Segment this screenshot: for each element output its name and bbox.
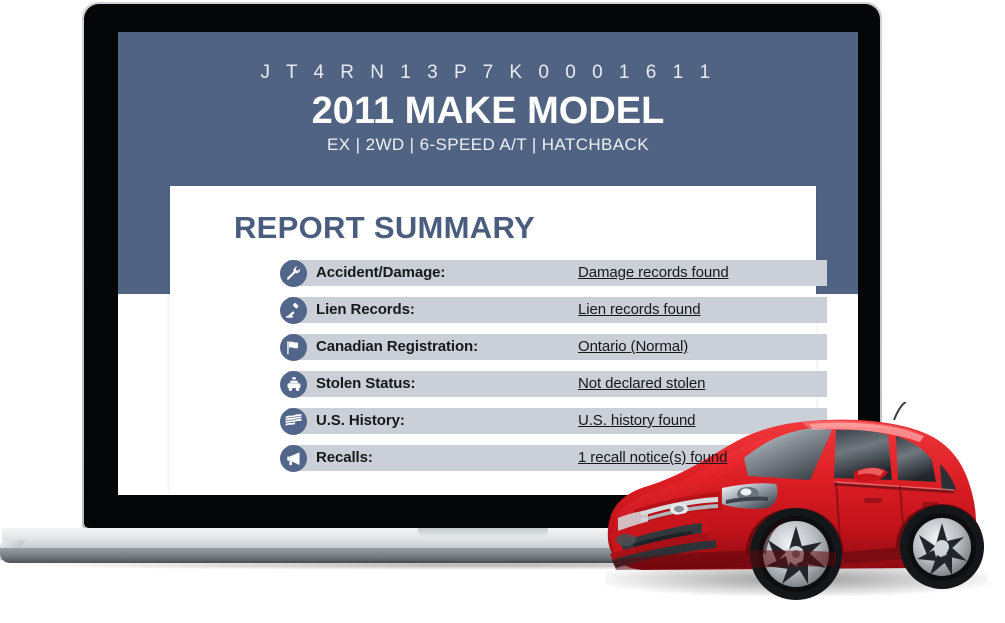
row-label: Stolen Status: [316, 375, 416, 392]
row-value[interactable]: Damage records found [578, 264, 729, 281]
row-label: Lien Records: [316, 301, 415, 318]
row-label: Canadian Registration: [316, 338, 478, 355]
row-value[interactable]: 1 recall notice(s) found [578, 449, 728, 466]
wrench-icon [280, 260, 307, 287]
police-car-icon [280, 371, 307, 398]
row-value[interactable]: U.S. history found [578, 412, 696, 429]
megaphone-icon [280, 445, 307, 472]
report-summary-card: REPORT SUMMARY Accident/Damage: Damage r… [170, 186, 827, 495]
row-value[interactable]: Ontario (Normal) [578, 338, 689, 355]
row-background [288, 334, 827, 360]
vehicle-title: 2011 MAKE MODEL [311, 90, 665, 132]
laptop-drop-shadow [10, 560, 950, 570]
page-title: REPORT SUMMARY [234, 210, 536, 245]
laptop-screen: J T 4 R N 1 3 P 7 K 0 0 0 1 6 1 1 2011 M… [118, 32, 858, 495]
table-row[interactable]: Stolen Status: Not declared stolen [170, 371, 827, 398]
table-row[interactable]: U.S. History: U.S. history found [170, 408, 827, 435]
row-background [288, 371, 827, 397]
row-label: Accident/Damage: [316, 264, 446, 281]
row-label: U.S. History: [316, 412, 405, 429]
table-row[interactable]: Lien Records: Lien records found [170, 297, 827, 324]
car-illustration [607, 402, 984, 600]
row-value[interactable]: Not declared stolen [578, 375, 706, 392]
flag-icon [280, 334, 307, 361]
laptop-base-notch [418, 528, 548, 537]
report-rows: Accident/Damage: Damage records found Li… [170, 260, 827, 482]
vin-number: J T 4 R N 1 3 P 7 K 0 0 0 1 6 1 1 [260, 62, 716, 83]
us-flag-icon [280, 408, 307, 435]
table-row[interactable]: Accident/Damage: Damage records found [170, 260, 827, 287]
row-background [288, 297, 827, 323]
row-background [288, 260, 827, 286]
gavel-icon [280, 297, 307, 324]
table-row[interactable]: Canadian Registration: Ontario (Normal) [170, 334, 827, 361]
vehicle-trim-line: EX | 2WD | 6-SPEED A/T | HATCHBACK [327, 135, 649, 154]
row-label: Recalls: [316, 449, 373, 466]
row-background [288, 408, 827, 434]
red-hatchback-car-photo [596, 402, 998, 607]
row-value[interactable]: Lien records found [578, 301, 701, 318]
